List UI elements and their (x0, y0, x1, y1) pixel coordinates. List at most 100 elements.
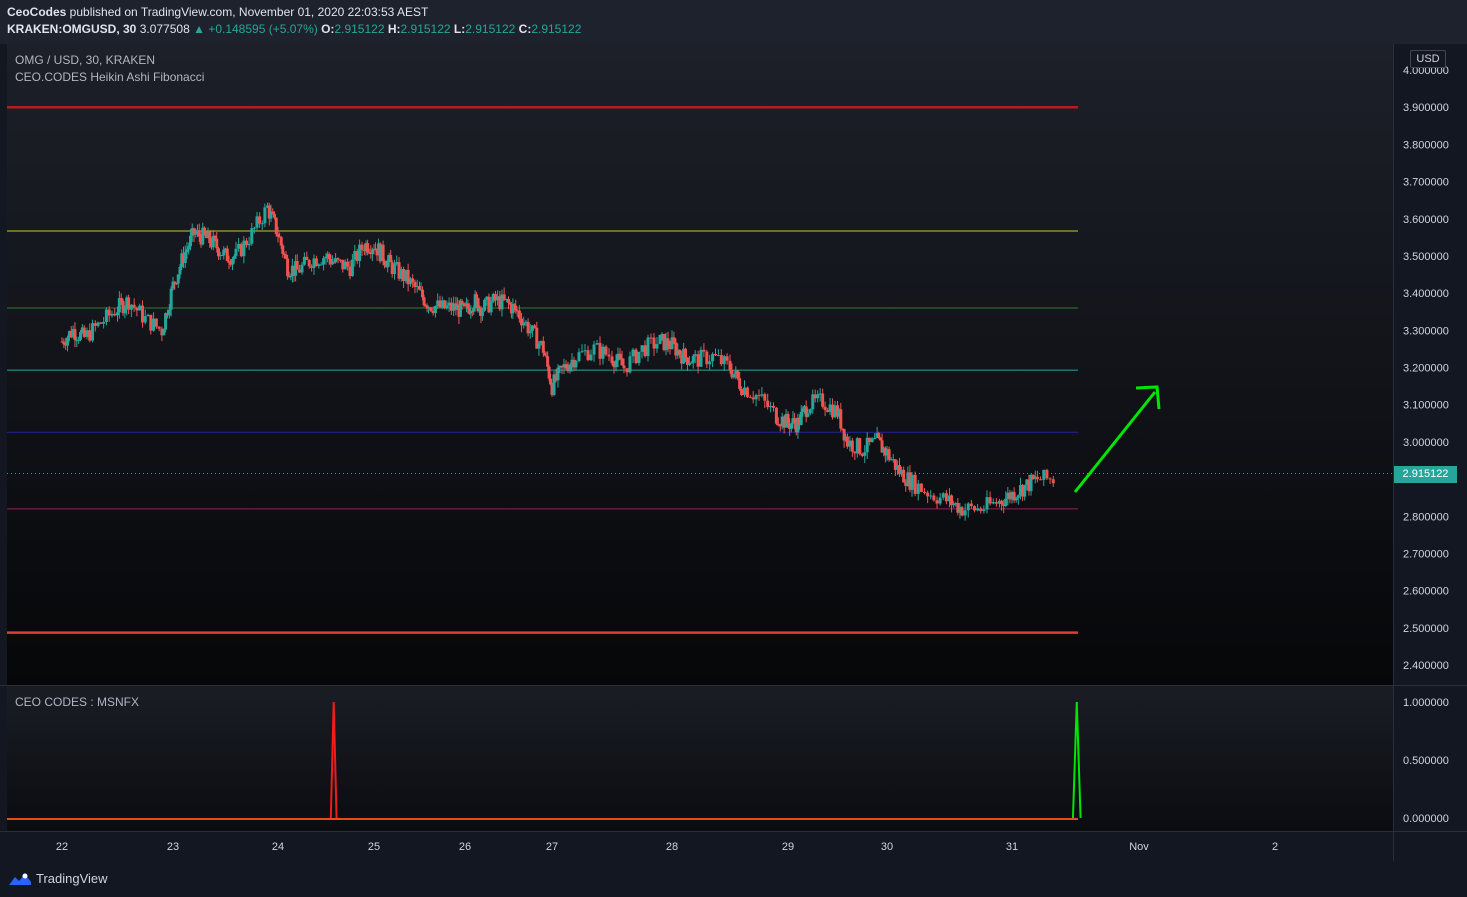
low-value: 2.915122 (465, 22, 516, 36)
chart-header: CeoCodes published on TradingView.com, N… (0, 0, 1467, 44)
published-text: published on TradingView.com, November 0… (66, 5, 429, 19)
candle-body (778, 425, 782, 427)
candle-body (281, 245, 285, 254)
candle-body (517, 310, 521, 319)
candle-body (699, 349, 703, 367)
candle-body (685, 357, 689, 365)
candle-body (504, 298, 508, 300)
candle-body (873, 438, 877, 440)
candle-body (782, 416, 786, 428)
candle-body (317, 264, 321, 267)
candle-body (502, 294, 506, 300)
candle-body (818, 393, 822, 395)
candle-body (367, 252, 371, 254)
candle-body (806, 413, 810, 417)
price-tick-label: 2.800000 (1403, 511, 1449, 523)
green-arrow-annotation[interactable] (1073, 385, 1161, 493)
candle-body (547, 366, 551, 379)
candle-body (314, 258, 318, 267)
candle-body (146, 314, 150, 317)
fibonacci-levels (7, 105, 1078, 634)
candle-body (705, 351, 709, 365)
candle-body (994, 502, 998, 504)
candle-body (336, 258, 340, 260)
symbol-label: KRAKEN:OMGUSD, 30 (7, 22, 137, 36)
time-tick-label: 23 (167, 841, 179, 853)
candle-body (549, 378, 553, 385)
candle-body (544, 355, 548, 357)
candle-body (828, 404, 832, 412)
currency-button[interactable]: USD (1410, 50, 1446, 68)
candle-body (691, 356, 695, 363)
candle-body (1042, 469, 1046, 480)
candle-body (954, 502, 958, 505)
candle-body (678, 349, 682, 356)
candle-body (392, 264, 396, 274)
candle-body (998, 500, 1001, 504)
tradingview-logo[interactable]: TradingView (8, 871, 108, 886)
candle-body (175, 283, 178, 285)
candle-body (842, 429, 846, 441)
candle-body (381, 244, 385, 262)
candle-body (804, 406, 808, 417)
candle-body (284, 254, 288, 259)
time-tick-label: 22 (56, 841, 68, 853)
candle-body (116, 312, 119, 316)
candle-body (963, 510, 967, 516)
candle-body (840, 428, 844, 430)
publisher-name[interactable]: CeoCodes (7, 5, 67, 19)
candle-body (282, 253, 286, 255)
candle-body (380, 244, 384, 262)
candle-body (91, 323, 95, 341)
candle-body (247, 243, 251, 246)
candle-body (1027, 479, 1031, 492)
candle-body (269, 211, 273, 219)
candle-body (487, 296, 491, 313)
price-change: ▲ +0.148595 (+5.07%) (193, 22, 318, 36)
candle-body (780, 416, 784, 426)
candle-body (932, 495, 936, 501)
candle-body (480, 310, 484, 316)
candle-body (574, 360, 578, 368)
candle-body (512, 304, 516, 306)
footer: TradingView (0, 861, 1467, 897)
candle-body (194, 233, 198, 235)
candle-body (537, 343, 541, 349)
candle-body (583, 350, 587, 352)
candle-body (171, 281, 175, 289)
candle-body (740, 388, 744, 396)
candle-body (670, 337, 674, 350)
candle-body (457, 304, 461, 317)
candle-body (889, 459, 893, 461)
candle-body (121, 300, 125, 314)
candle-body (383, 261, 387, 265)
candle-body (204, 234, 208, 239)
price-tick-label: 3.900000 (1403, 102, 1449, 114)
candle-body (883, 447, 887, 456)
candle-body (649, 337, 653, 339)
indicator-title[interactable]: CEO.CODES Heikin Ashi Fibonacci (15, 70, 205, 84)
candle-body (655, 344, 659, 349)
open-value: 2.915122 (334, 22, 385, 36)
candle-body (278, 236, 282, 238)
candle-body (816, 394, 820, 399)
candle-body (515, 310, 519, 312)
signal-spike-0 (329, 701, 338, 819)
candle-body (646, 337, 650, 357)
candle-body (882, 447, 886, 453)
candle-body (711, 353, 715, 362)
candle-body (772, 405, 775, 408)
sub-indicator-title[interactable]: CEO CODES : MSNFX (15, 695, 140, 709)
candle-body (312, 258, 316, 268)
candle-body (878, 437, 882, 441)
candle-body (908, 472, 912, 490)
candle-body (664, 338, 668, 351)
candle-body (900, 469, 904, 475)
candle-body (658, 334, 662, 345)
candle-body (411, 278, 415, 282)
candle-body (580, 351, 584, 353)
candle-body (887, 449, 891, 460)
candle-body (625, 368, 629, 373)
candle-body (607, 354, 611, 357)
